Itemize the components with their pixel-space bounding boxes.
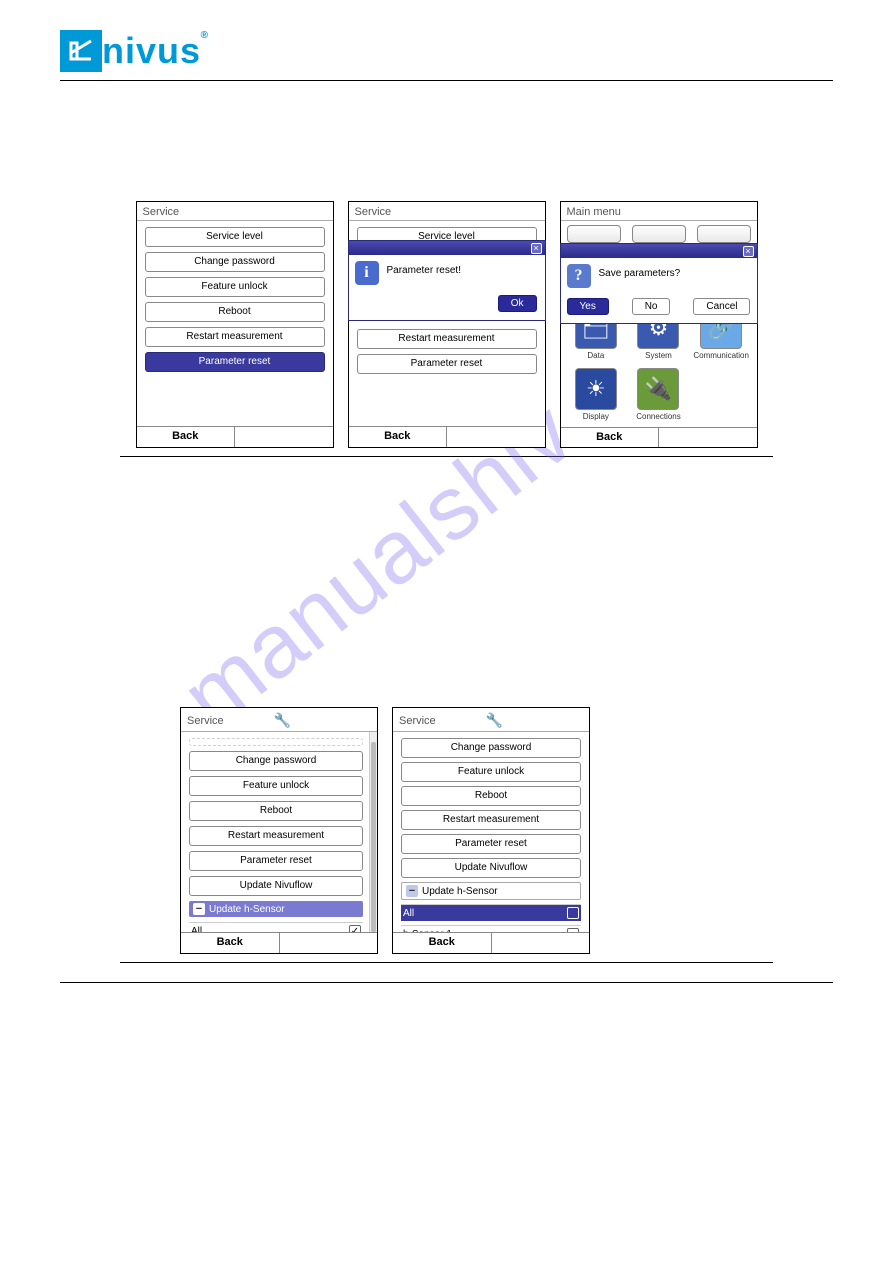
scroll-thumb[interactable] xyxy=(371,742,376,932)
all-checkbox[interactable]: ✓ xyxy=(349,925,361,932)
footer-empty xyxy=(659,428,757,447)
menu-label: Connections xyxy=(636,412,680,421)
reboot-button[interactable]: Reboot xyxy=(145,302,325,322)
main-menu-screen: Main menu 🗂 Data ⚙ System xyxy=(560,201,758,448)
restart-measurement-button[interactable]: Restart measurement xyxy=(357,329,537,349)
sensor-checkbox[interactable] xyxy=(567,928,579,932)
change-password-button[interactable]: Change password xyxy=(401,738,581,758)
menu-icon-top-1[interactable] xyxy=(567,225,621,243)
all-row[interactable]: All ✓ xyxy=(189,922,363,932)
info-icon: i xyxy=(355,261,379,285)
screen-title: Main menu xyxy=(561,202,757,221)
scrollbar[interactable] xyxy=(369,732,377,932)
feature-unlock-button[interactable]: Feature unlock xyxy=(189,776,363,796)
update-nivuflow-button[interactable]: Update Nivuflow xyxy=(401,858,581,878)
back-button[interactable]: Back xyxy=(349,427,448,447)
info-dialog: × i Parameter reset! Ok xyxy=(348,240,546,321)
footer-empty xyxy=(447,427,545,447)
feature-unlock-button[interactable]: Feature unlock xyxy=(401,762,581,782)
menu-icon-top-3[interactable] xyxy=(697,225,751,243)
footer-empty xyxy=(235,427,333,447)
dialog-text: Parameter reset! xyxy=(387,261,461,276)
parameter-reset-button[interactable]: Parameter reset xyxy=(357,354,537,374)
screen-title: Service xyxy=(349,202,545,221)
all-row[interactable]: All xyxy=(401,904,581,921)
collapse-icon[interactable]: − xyxy=(193,903,205,915)
menu-label: Communication xyxy=(693,351,749,360)
logo-mark-icon xyxy=(60,30,102,72)
update-h-sensor-section[interactable]: − Update h-Sensor xyxy=(189,901,363,917)
page-footer-line xyxy=(60,982,833,983)
menu-label: Data xyxy=(587,351,604,360)
service-screen-1: Service Service level Change password Fe… xyxy=(136,201,334,448)
update-h-sensor-section[interactable]: − Update h-Sensor xyxy=(401,882,581,900)
registered-icon: ® xyxy=(201,31,209,41)
truncated-button xyxy=(189,738,363,746)
menu-label: System xyxy=(645,351,672,360)
feature-unlock-button[interactable]: Feature unlock xyxy=(145,277,325,297)
footer-empty xyxy=(492,933,590,953)
service-level-button[interactable]: Service level xyxy=(145,227,325,247)
screen-title: Service xyxy=(137,202,333,221)
wrench-icon: 🔧 xyxy=(274,712,291,729)
update-nivuflow-button[interactable]: Update Nivuflow xyxy=(189,876,363,896)
save-dialog: × ? Save parameters? Yes No Cancel xyxy=(560,243,758,324)
restart-measurement-button[interactable]: Restart measurement xyxy=(401,810,581,830)
wrench-icon: 🔧 xyxy=(486,712,503,729)
page-header: nivus ® xyxy=(60,30,833,81)
change-password-button[interactable]: Change password xyxy=(189,751,363,771)
parameter-reset-button[interactable]: Parameter reset xyxy=(189,851,363,871)
restart-measurement-button[interactable]: Restart measurement xyxy=(145,327,325,347)
screenshot-row-2: Service 🔧 Change password Feature unlock… xyxy=(180,707,833,954)
service-screen-4: Service 🔧 Change password Feature unlock… xyxy=(180,707,378,954)
parameter-reset-button[interactable]: Parameter reset xyxy=(145,352,325,372)
back-button[interactable]: Back xyxy=(393,933,492,953)
menu-label: Display xyxy=(583,412,609,421)
collapse-icon[interactable]: − xyxy=(406,885,418,897)
reboot-button[interactable]: Reboot xyxy=(401,786,581,806)
no-button[interactable]: No xyxy=(632,298,671,315)
back-button[interactable]: Back xyxy=(181,933,280,953)
connections-icon: 🔌 xyxy=(637,368,679,410)
divider xyxy=(120,456,773,457)
brand-logo: nivus ® xyxy=(60,30,201,72)
h-sensor-row[interactable]: h-Sensor 1 xyxy=(401,925,581,932)
screen-title: Service 🔧 xyxy=(181,708,377,732)
service-screen-5: Service 🔧 Change password Feature unlock… xyxy=(392,707,590,954)
menu-icon-top-2[interactable] xyxy=(632,225,686,243)
back-button[interactable]: Back xyxy=(137,427,236,447)
screen-title: Service 🔧 xyxy=(393,708,589,732)
screenshot-row-1: Service Service level Change password Fe… xyxy=(60,201,833,448)
all-checkbox[interactable] xyxy=(567,907,579,919)
menu-item-connections[interactable]: 🔌 Connections xyxy=(629,368,688,421)
back-button[interactable]: Back xyxy=(561,428,660,447)
cancel-button[interactable]: Cancel xyxy=(693,298,750,315)
display-icon: ☀ xyxy=(575,368,617,410)
close-icon[interactable]: × xyxy=(531,243,542,254)
service-screen-2: Service Service level Restart measuremen… xyxy=(348,201,546,448)
yes-button[interactable]: Yes xyxy=(567,298,609,315)
question-icon: ? xyxy=(567,264,591,288)
dialog-text: Save parameters? xyxy=(599,264,681,279)
logo-text: nivus ® xyxy=(102,33,201,69)
restart-measurement-button[interactable]: Restart measurement xyxy=(189,826,363,846)
divider xyxy=(120,962,773,963)
close-icon[interactable]: × xyxy=(743,246,754,257)
footer-empty xyxy=(280,933,378,953)
menu-item-display[interactable]: ☀ Display xyxy=(567,368,626,421)
change-password-button[interactable]: Change password xyxy=(145,252,325,272)
reboot-button[interactable]: Reboot xyxy=(189,801,363,821)
ok-button[interactable]: Ok xyxy=(498,295,537,312)
parameter-reset-button[interactable]: Parameter reset xyxy=(401,834,581,854)
